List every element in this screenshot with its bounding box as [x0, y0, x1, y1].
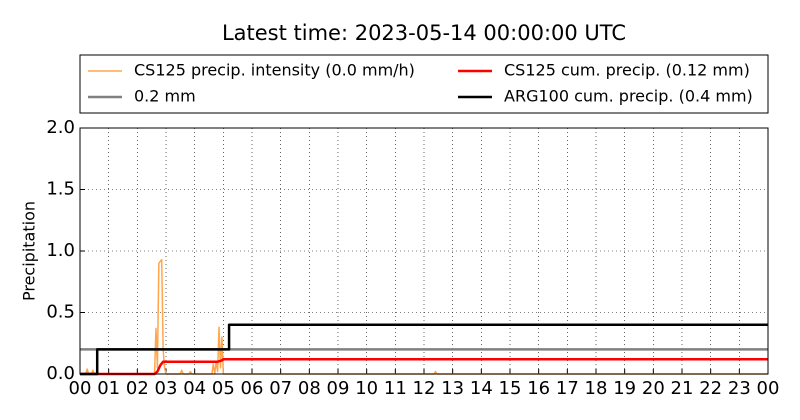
x-tick-label: 00 [69, 378, 92, 399]
x-tick-label: 05 [212, 378, 235, 399]
y-tick-label: 1.5 [46, 179, 75, 200]
x-tick-label: 07 [269, 378, 292, 399]
x-tick-label: 03 [155, 378, 178, 399]
chart-title: Latest time: 2023-05-14 00:00:00 UTC [222, 21, 626, 45]
x-tick-label: 10 [355, 378, 378, 399]
legend-label: 0.2 mm [134, 87, 196, 106]
x-tick-label: 00 [757, 378, 780, 399]
x-tick-label: 19 [613, 378, 636, 399]
x-tick-label: 04 [183, 378, 206, 399]
x-tick-label: 23 [728, 378, 751, 399]
legend-label: ARG100 cum. precip. (0.4 mm) [504, 87, 753, 106]
x-tick-label: 02 [126, 378, 149, 399]
x-tick-label: 21 [671, 378, 694, 399]
legend-label: CS125 cum. precip. (0.12 mm) [504, 61, 750, 80]
y-axis-label: Precipitation [20, 201, 39, 301]
series-line [80, 357, 768, 376]
x-tick-label: 12 [413, 378, 436, 399]
y-tick-label: 0.5 [46, 302, 75, 323]
x-tick-label: 13 [441, 378, 464, 399]
legend-box [79, 54, 769, 114]
x-tick-label: 06 [241, 378, 264, 399]
x-tick-label: 11 [384, 378, 407, 399]
x-tick-label: 17 [556, 378, 579, 399]
x-tick-label: 16 [527, 378, 550, 399]
x-tick-label: 01 [97, 378, 120, 399]
x-tick-label: 18 [585, 378, 608, 399]
x-tick-label: 14 [470, 378, 493, 399]
legend-label: CS125 precip. intensity (0.0 mm/h) [134, 61, 415, 80]
x-tick-label: 15 [499, 378, 522, 399]
y-tick-label: 1.0 [46, 240, 75, 261]
y-tick-label: 2.0 [46, 117, 75, 138]
x-tick-label: 22 [699, 378, 722, 399]
x-tick-label: 08 [298, 378, 321, 399]
y-tick-label: 0.0 [46, 363, 75, 384]
plot-frame [79, 127, 769, 375]
x-tick-label: 09 [327, 378, 350, 399]
x-tick-label: 20 [642, 378, 665, 399]
